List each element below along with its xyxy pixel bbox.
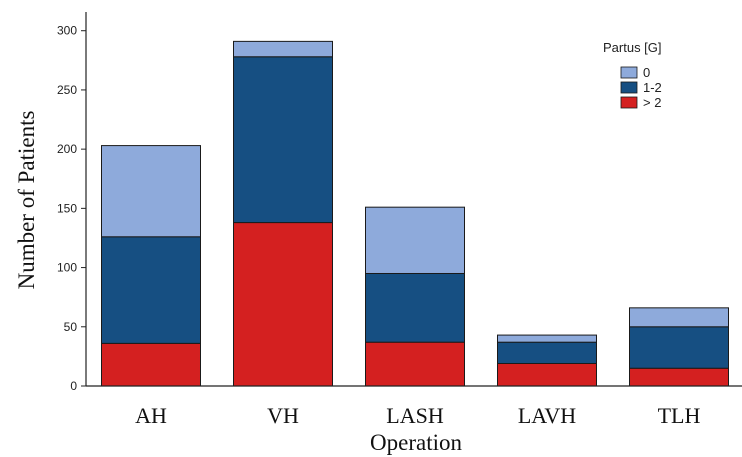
bar-segment (233, 222, 333, 387)
bar-segment (233, 40, 333, 58)
x-axis-title: Operation (370, 430, 462, 455)
bars-group (101, 40, 729, 387)
x-axis: AH VH LASH LAVH TLH (86, 385, 742, 428)
bar-segment (629, 326, 729, 369)
legend-label: > 2 (643, 95, 661, 110)
bar-segment (101, 145, 201, 238)
bar-segment (497, 341, 597, 364)
bar-segment (233, 56, 333, 224)
y-tick-label: 300 (57, 24, 77, 38)
bar-segment (365, 206, 465, 274)
legend-title: Partus [G] (603, 40, 662, 55)
legend-swatch (620, 96, 638, 109)
bar-segment (629, 307, 729, 328)
bar-segment (101, 236, 201, 344)
legend: Partus [G] 01-2> 2 (603, 40, 662, 110)
x-tick-label: TLH (658, 403, 701, 428)
legend-swatch (620, 66, 638, 79)
y-tick-label: 150 (57, 201, 77, 215)
x-tick-label: VH (267, 403, 299, 428)
y-tick-label: 200 (57, 142, 77, 156)
y-tick-label: 50 (64, 320, 78, 334)
bar-segment (497, 362, 597, 387)
bar-segment (101, 342, 201, 387)
y-tick-label: 100 (57, 261, 77, 275)
x-tick-label: LASH (386, 403, 444, 428)
bar-segment (365, 272, 465, 343)
x-tick-label: AH (135, 403, 167, 428)
legend-label: 1-2 (643, 80, 662, 95)
y-tick-label: 0 (70, 379, 77, 393)
y-axis-title: Number of Patients (14, 111, 39, 290)
y-tick-label: 250 (57, 83, 77, 97)
legend-swatch (620, 81, 638, 94)
bar-segment (629, 367, 729, 387)
bar-segment (497, 334, 597, 343)
bar-segment (365, 341, 465, 387)
x-tick-label: LAVH (518, 403, 576, 428)
y-axis: 0 50 100 150 200 250 300 (57, 12, 87, 393)
legend-label: 0 (643, 65, 650, 80)
